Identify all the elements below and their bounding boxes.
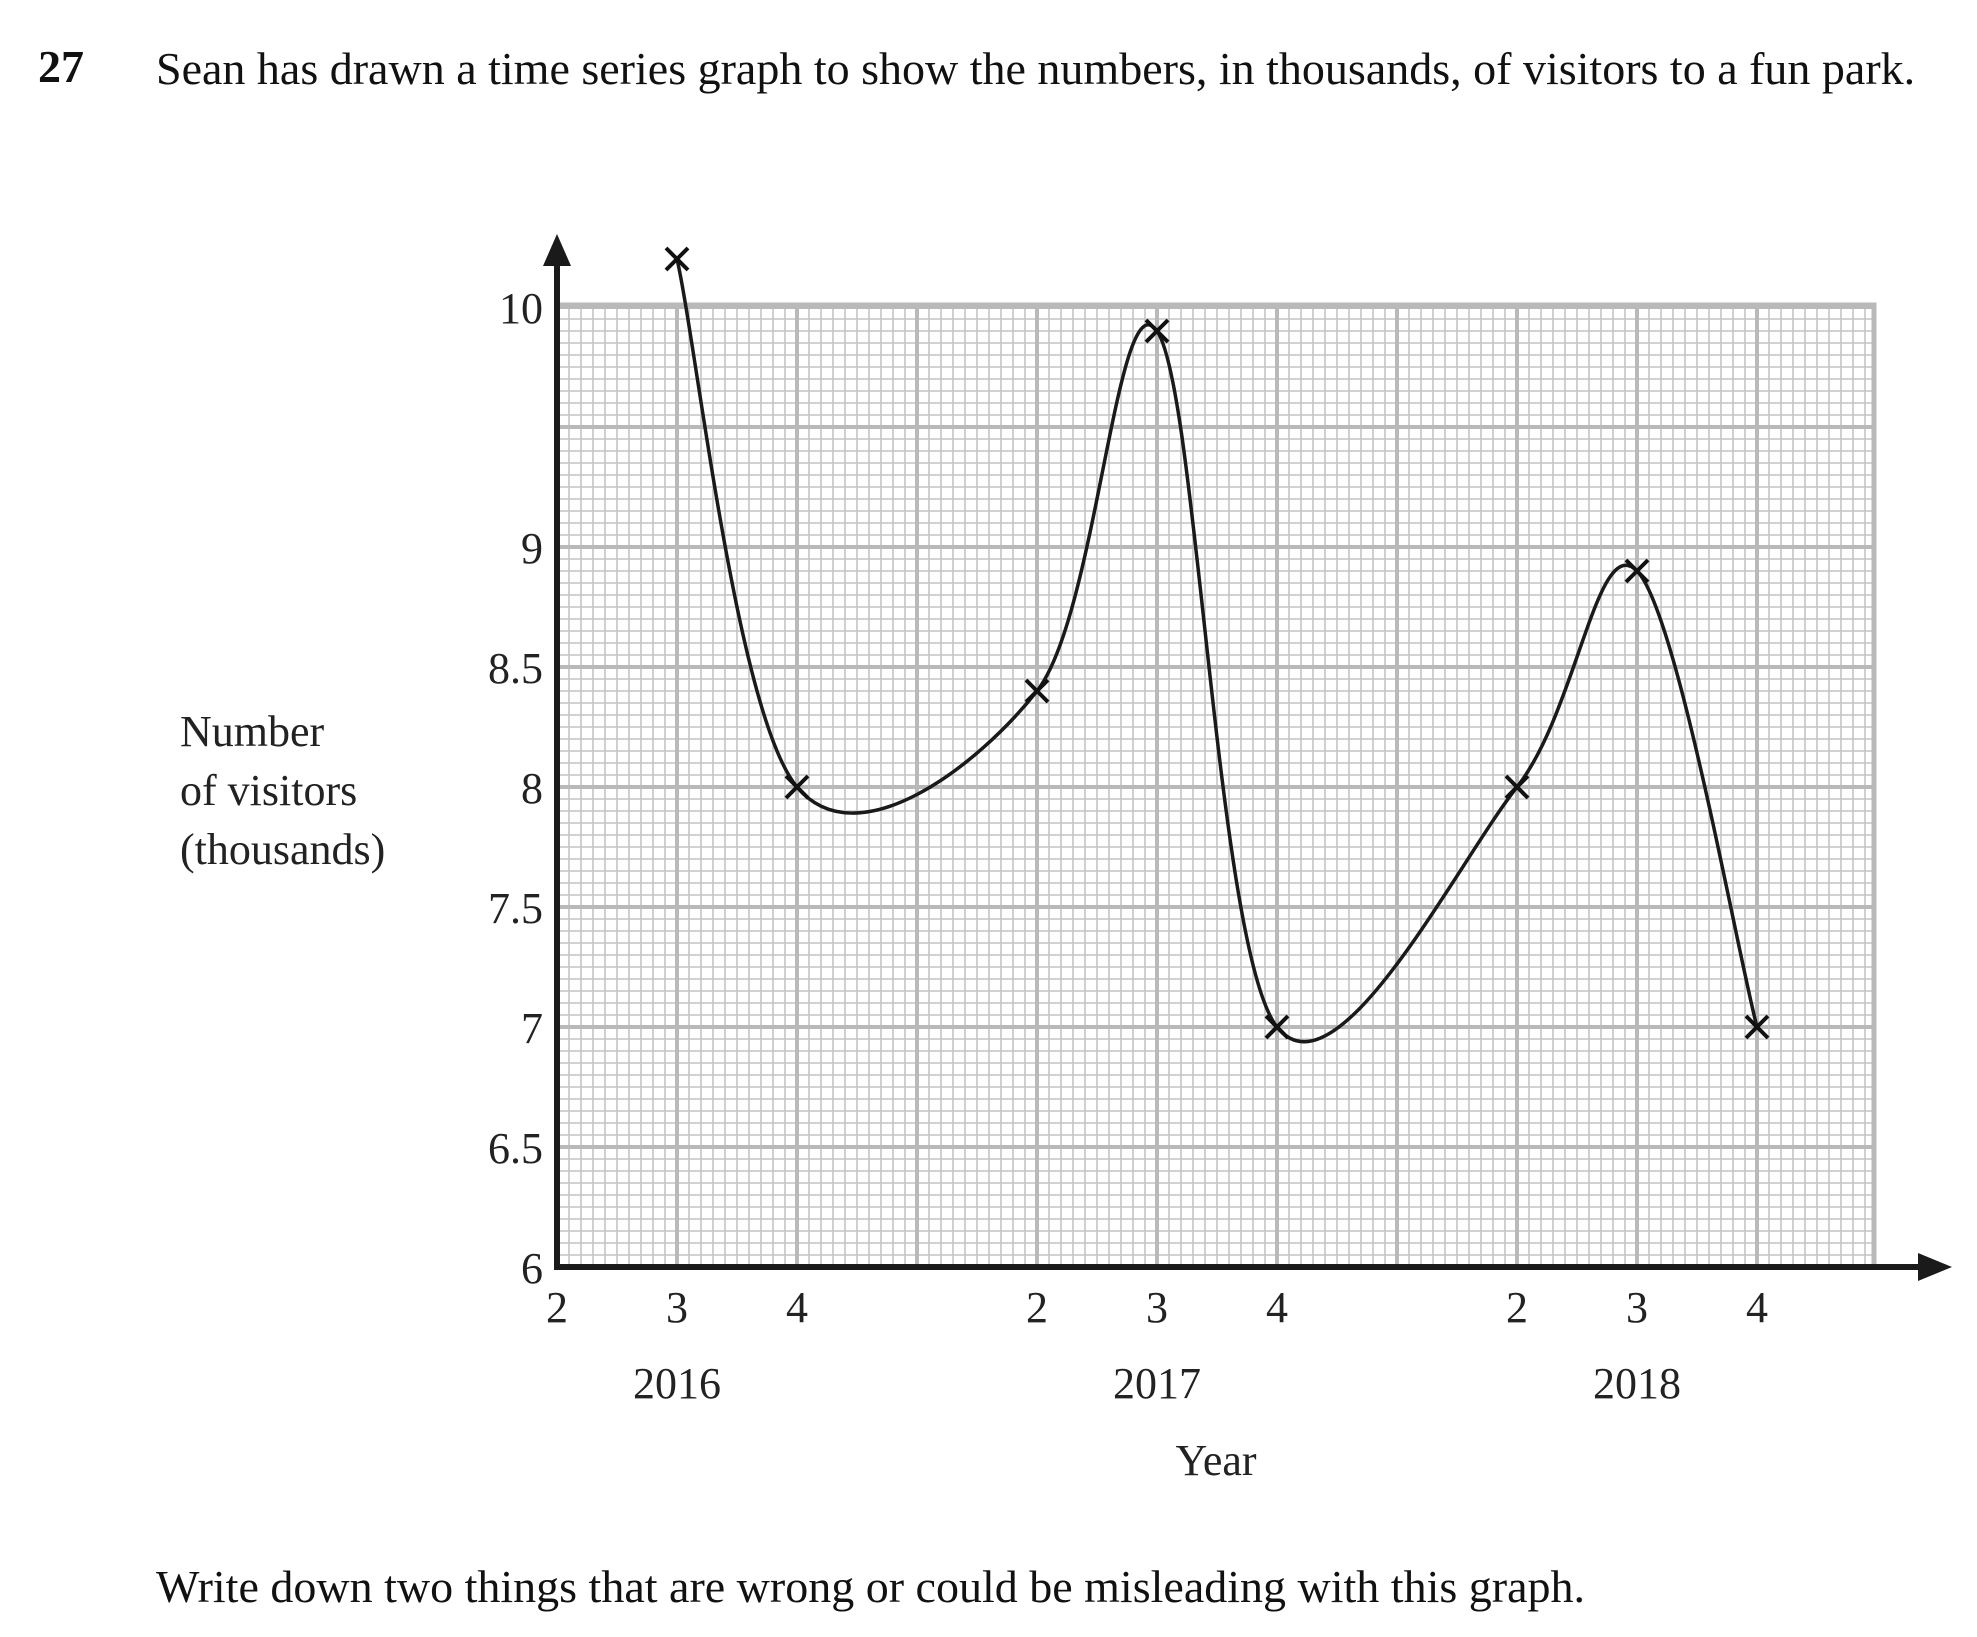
data-point-cross (1264, 1014, 1290, 1040)
y-tick-label: 7 (521, 1004, 543, 1053)
y-tick-label: 9 (521, 524, 543, 573)
chart-axes (543, 234, 1952, 1281)
x-year-label: 2018 (1593, 1359, 1681, 1408)
chart-points (664, 246, 1770, 1040)
question-instruction: Write down two things that are wrong or … (156, 1561, 1585, 1612)
y-tick-label: 6.5 (488, 1124, 543, 1173)
data-point-cross (1744, 1014, 1770, 1040)
x-axis-arrow (1918, 1253, 1952, 1281)
x-tick-label: 2 (1026, 1283, 1048, 1332)
data-point-cross (1144, 318, 1170, 344)
chart-labels: 6 6.5 7 7.5 8 8.5 9 10 2 3 4 2 3 4 2 3 4 2016 2017 2018 Year… (180, 284, 1768, 1485)
y-axis-arrow (543, 234, 571, 266)
y-tick-label: 6 (521, 1244, 543, 1293)
x-tick-label: 3 (1626, 1283, 1648, 1332)
x-tick-label: 3 (666, 1283, 688, 1332)
data-point-cross (1624, 558, 1650, 584)
x-year-label: 2016 (633, 1359, 721, 1408)
x-axis-title: Year (1175, 1436, 1256, 1485)
x-tick-label: 4 (1746, 1283, 1768, 1332)
x-tick-label: 2 (546, 1283, 568, 1332)
data-point-cross (784, 774, 810, 800)
y-tick-label: 10 (499, 284, 543, 333)
y-tick-label: 7.5 (488, 884, 543, 933)
data-point-cross (664, 246, 690, 272)
x-year-label: 2017 (1113, 1359, 1201, 1408)
y-tick-label: 8.5 (488, 644, 543, 693)
x-tick-label: 4 (786, 1283, 808, 1332)
y-axis-title-line: of visitors (180, 766, 357, 815)
data-point-cross (1504, 774, 1530, 800)
y-axis-title-line: Number (180, 707, 325, 756)
x-tick-label: 4 (1266, 1283, 1288, 1332)
y-axis-title-line: (thousands) (180, 825, 385, 874)
data-point-cross (1024, 678, 1050, 704)
question-number: 27 (38, 41, 84, 92)
x-tick-label: 3 (1146, 1283, 1168, 1332)
x-tick-label: 2 (1506, 1283, 1528, 1332)
chart-line-layer (675, 258, 1759, 1044)
series-line (675, 258, 1759, 1044)
y-tick-label: 8 (521, 764, 543, 813)
question-text: Sean has drawn a time series graph to sh… (156, 43, 1916, 94)
chart-grid (554, 302, 1877, 1270)
